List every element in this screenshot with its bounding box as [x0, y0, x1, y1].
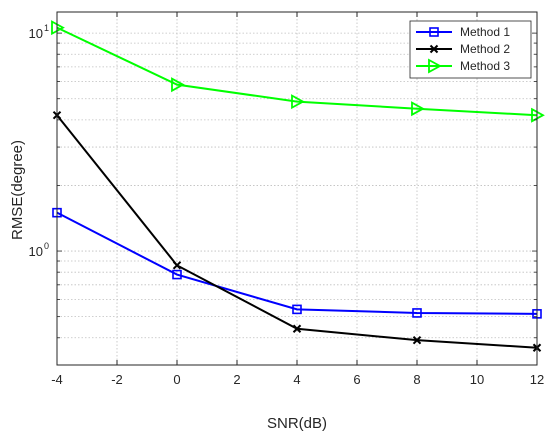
series-marker [172, 261, 182, 270]
series-line [56, 26, 538, 117]
series-marker [411, 101, 425, 117]
legend: Method 1 Method 2 Method 3 [409, 20, 532, 79]
legend-label: Method 1 [460, 25, 510, 39]
y-axis-label: RMSE(degree) [9, 140, 26, 240]
series-marker [429, 27, 439, 37]
marker-stroke [172, 261, 182, 270]
series-marker [171, 77, 185, 93]
marker-stroke [292, 324, 302, 333]
x-tick-label: 0 [173, 372, 180, 387]
legend-label: Method 3 [460, 59, 510, 73]
x-tick-label: 4 [293, 372, 300, 387]
y-tick-label-exponent: 0 [44, 241, 49, 251]
x-axis-label: SNR(dB) [267, 415, 327, 432]
y-tick-label-exponent: 1 [44, 23, 49, 33]
series-marker [291, 94, 305, 110]
x-tick-label: -2 [111, 372, 123, 387]
x-tick-label: -4 [51, 372, 63, 387]
series-marker [412, 335, 422, 345]
legend-entry: Method 1 [416, 25, 510, 39]
legend-entry: Method 2 [416, 42, 510, 56]
x-tick-label: 2 [233, 372, 240, 387]
x-tick-label: 12 [530, 372, 544, 387]
series-marker [292, 324, 302, 333]
y-tick-label: 10 [29, 26, 43, 41]
legend-label: Method 2 [460, 42, 510, 56]
legend-entry: Method 3 [416, 58, 510, 74]
series-marker [428, 58, 442, 74]
series-marker [292, 304, 302, 315]
marker-stroke [412, 335, 422, 345]
y-tick-label: 10 [29, 244, 43, 259]
x-tick-label: 6 [353, 372, 360, 387]
series-line [56, 211, 538, 315]
x-ticks: -4 -2 0 2 4 6 8 10 12 [51, 12, 544, 387]
series-marker [429, 44, 439, 54]
series-marker [172, 269, 182, 280]
series-marker [412, 308, 422, 318]
x-tick-label: 8 [413, 372, 420, 387]
x-tick-label: 10 [470, 372, 484, 387]
marker-stroke [429, 44, 439, 54]
series-2 [52, 111, 542, 352]
